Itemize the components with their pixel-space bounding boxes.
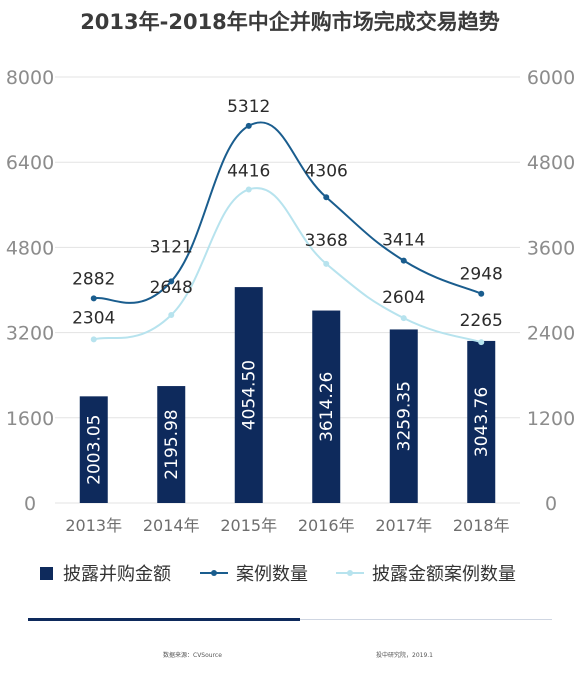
series-value-label: 5312 xyxy=(227,97,270,117)
series-value-label: 3121 xyxy=(150,237,193,257)
series-value-label: 4306 xyxy=(305,161,348,181)
series-value-label: 2948 xyxy=(460,265,503,285)
series-point xyxy=(400,315,407,322)
right-tick-label: 1200 xyxy=(527,408,575,430)
line-series: 2882 3121 5312 4306 3414 2948 2304 2648 4416 3368… xyxy=(72,97,503,346)
legend-label-bar: 披露并购金额 xyxy=(63,564,171,585)
legend-item-bar: 披露并购金额 xyxy=(40,560,171,586)
x-axis-labels: 2013年 2014年 2015年 2016年 2017年 2018年 xyxy=(65,516,509,535)
left-tick-label: 1600 xyxy=(6,408,54,430)
bar-series: 2003.05 2195.98 4054.50 3614.26 3259.35 3043.… xyxy=(79,287,496,503)
left-tick-label: 0 xyxy=(24,493,36,515)
bar xyxy=(79,396,108,503)
footnote-source: 数据来源：CVSource xyxy=(163,652,222,659)
right-tick-label: 3600 xyxy=(527,237,575,259)
x-tick-label: 2014年 xyxy=(143,516,200,535)
series-line xyxy=(93,187,482,344)
right-axis-ticks: 0 1200 2400 3600 4800 6000 xyxy=(527,67,575,515)
bar xyxy=(389,329,418,503)
series-point xyxy=(323,260,330,267)
bar-value-label: 3259.35 xyxy=(395,381,415,451)
legend-item-cases: 案例数量 xyxy=(200,560,308,586)
left-tick-label: 6400 xyxy=(6,152,54,174)
series-value-label: 2304 xyxy=(72,308,115,328)
bar xyxy=(312,310,341,503)
series-point xyxy=(168,311,175,318)
series-point xyxy=(400,257,407,264)
series-value-label: 2265 xyxy=(460,311,503,331)
legend-label-cases: 案例数量 xyxy=(236,564,308,585)
x-tick-label: 2017年 xyxy=(375,516,432,535)
left-tick-label: 4800 xyxy=(6,237,54,259)
footnote-publisher: 投中研究院，2019.1 xyxy=(376,652,433,659)
series-point xyxy=(245,122,252,129)
right-tick-label: 4800 xyxy=(527,152,575,174)
grid-lines xyxy=(55,76,520,504)
bar-value-label: 3043.76 xyxy=(472,387,492,457)
bar xyxy=(157,386,186,503)
footer-divider xyxy=(28,618,300,621)
legend-item-disclosed-cases: 披露金额案例数量 xyxy=(336,560,516,586)
series-value-label: 2882 xyxy=(72,269,115,289)
chart-canvas: 0 1600 3200 4800 6400 8000 0 1200 2400 3600 4800 6… xyxy=(6,67,575,535)
series-point xyxy=(478,339,485,346)
left-axis-ticks: 0 1600 3200 4800 6400 8000 xyxy=(6,67,54,515)
series-value-label: 4416 xyxy=(227,161,270,181)
series-point xyxy=(245,186,252,193)
bar-value-label: 3614.26 xyxy=(317,372,337,442)
legend-swatch-disclosed-cases xyxy=(336,570,364,576)
bar-value-label: 2003.05 xyxy=(85,415,105,485)
series-value-label: 2604 xyxy=(382,288,425,308)
series-point xyxy=(478,290,485,297)
series-value-label: 3368 xyxy=(305,231,348,251)
right-tick-label: 2400 xyxy=(527,323,575,345)
legend-swatch-cases xyxy=(200,570,228,576)
left-tick-label: 8000 xyxy=(6,67,54,89)
bar-value-label: 4054.50 xyxy=(240,360,260,430)
x-tick-label: 2016年 xyxy=(298,516,355,535)
x-tick-label: 2013年 xyxy=(65,516,122,535)
series-point xyxy=(90,336,97,343)
legend: 披露并购金额 案例数量 披露金额案例数量 xyxy=(40,560,560,586)
right-tick-label: 0 xyxy=(545,493,557,515)
series-value-label: 3414 xyxy=(382,231,425,251)
bar xyxy=(234,287,263,503)
left-tick-label: 3200 xyxy=(6,323,54,345)
right-tick-label: 6000 xyxy=(527,67,575,89)
series-point xyxy=(168,278,175,285)
series-value-label: 2648 xyxy=(150,278,193,298)
legend-swatch-bar xyxy=(40,566,53,580)
series-point xyxy=(90,295,97,302)
x-tick-label: 2018年 xyxy=(453,516,510,535)
series-point xyxy=(323,194,330,201)
footer-divider-light xyxy=(300,619,552,620)
legend-label-disclosed-cases: 披露金额案例数量 xyxy=(372,564,516,585)
bar-value-label: 2195.98 xyxy=(162,409,182,479)
chart-title: 2013年-2018年中企并购市场完成交易趋势 xyxy=(80,10,500,34)
x-tick-label: 2015年 xyxy=(220,516,277,535)
bar xyxy=(467,340,496,503)
